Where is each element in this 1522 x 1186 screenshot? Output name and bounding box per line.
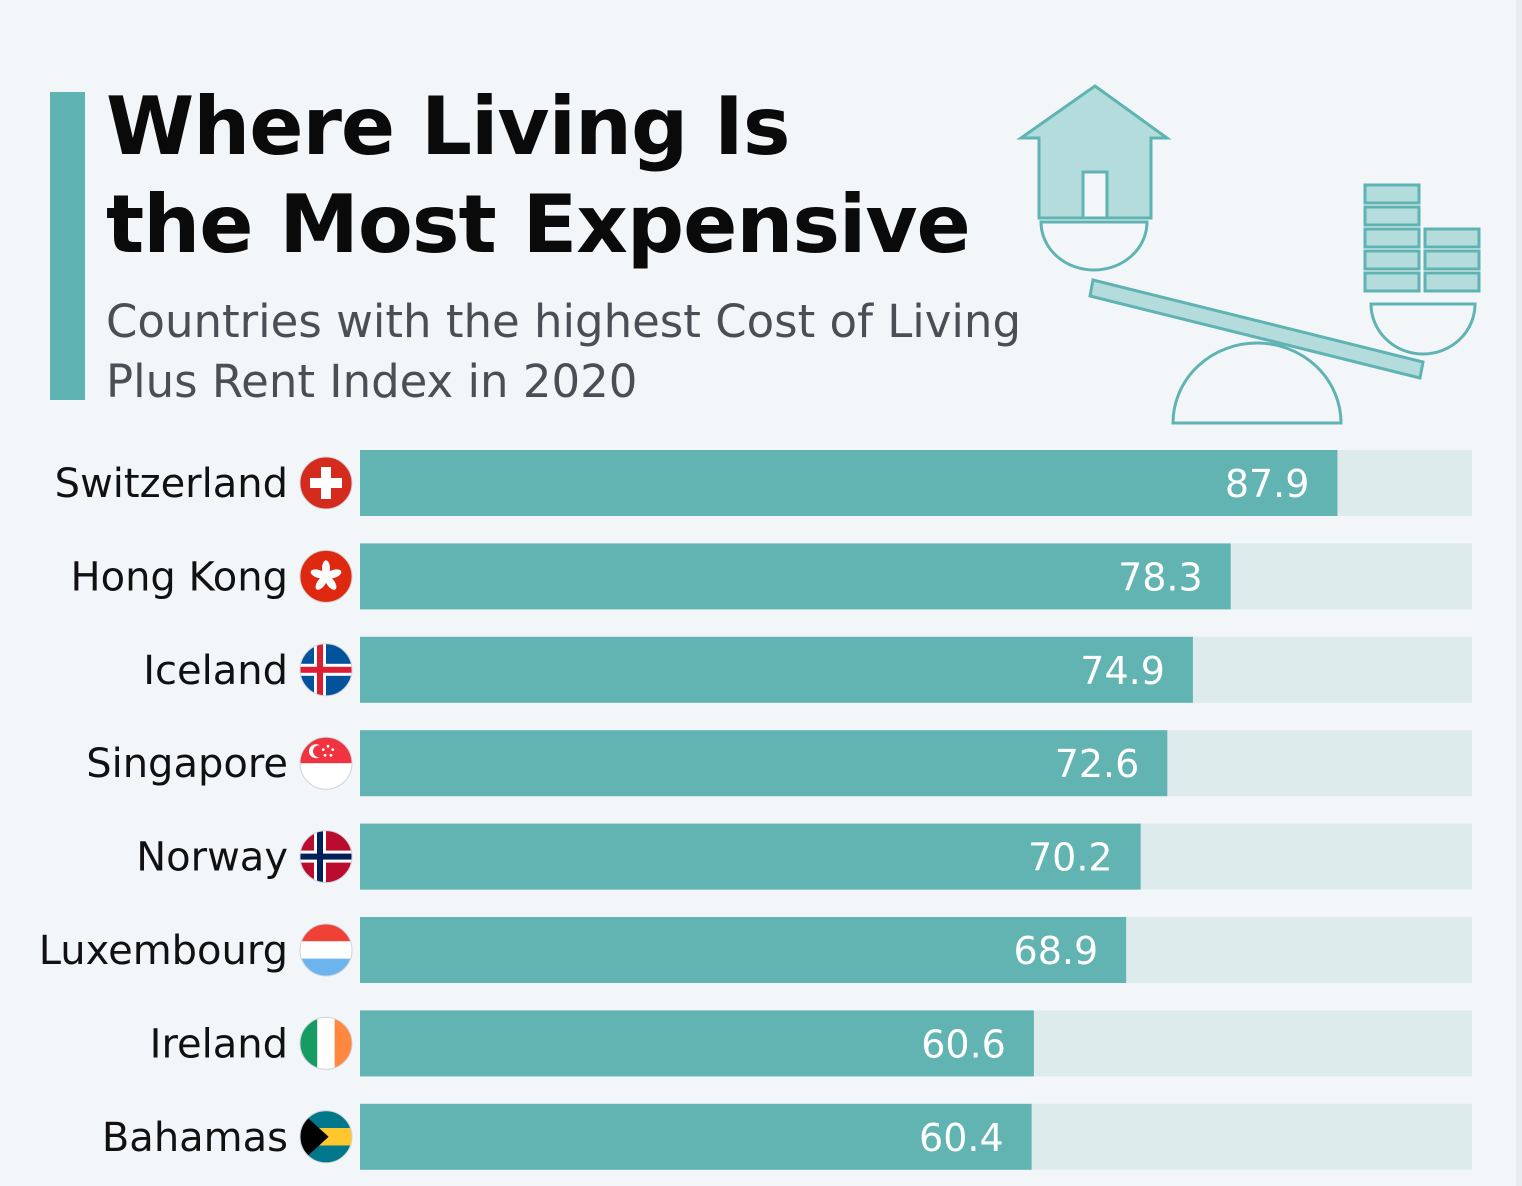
- value-label: 70.2: [1028, 836, 1113, 880]
- hong-kong-flag-icon: [299, 549, 353, 603]
- bar: [360, 1010, 1034, 1077]
- subtitle-line-2: Plus Rent Index in 2020: [106, 355, 638, 408]
- bahamas-flag-icon: [299, 1110, 353, 1164]
- bar-row: 68.9 Luxembourg: [39, 917, 1472, 983]
- norway-flag-icon: [299, 830, 353, 884]
- bar-row: 60.6 Ireland: [150, 1010, 1472, 1077]
- title-accent-bar: [50, 92, 85, 400]
- value-label: 60.6: [921, 1022, 1006, 1066]
- value-label: 78.3: [1118, 555, 1203, 599]
- page-subtitle: Countries with the highest Cost of Livin…: [106, 292, 1066, 412]
- category-label: Norway: [136, 835, 288, 881]
- bar: [360, 730, 1168, 797]
- bar: [360, 823, 1141, 890]
- bar: [360, 450, 1338, 516]
- subtitle-line-1: Countries with the highest Cost of Livin…: [106, 295, 1022, 348]
- category-label: Iceland: [143, 648, 288, 694]
- bar-row: 70.2 Norway: [136, 823, 1472, 890]
- category-label: Ireland: [150, 1021, 288, 1067]
- category-label: Switzerland: [55, 461, 288, 507]
- bar: [360, 636, 1193, 703]
- category-label: Luxembourg: [39, 928, 288, 974]
- coin-stack-icon: [1363, 183, 1481, 293]
- luxembourg-flag-icon: [299, 923, 353, 977]
- switzerland-flag-icon: [299, 456, 353, 510]
- iceland-flag-icon: [299, 643, 353, 697]
- value-label: 87.9: [1225, 462, 1310, 506]
- bar-row: 74.9 Iceland: [143, 636, 1472, 703]
- bar-row: 72.6 Singapore: [86, 730, 1472, 797]
- value-label: 74.9: [1080, 649, 1165, 693]
- title-line-2: the Most Expensive: [106, 178, 971, 271]
- title-line-1: Where Living Is: [106, 80, 790, 173]
- value-label: 72.6: [1055, 742, 1140, 786]
- bar: [360, 917, 1127, 983]
- house-icon: [1016, 84, 1172, 220]
- bar: [360, 1103, 1032, 1170]
- bar-row: 60.4 Bahamas: [102, 1103, 1472, 1170]
- bar-row: 87.9 Switzerland: [55, 450, 1472, 516]
- category-label: Hong Kong: [71, 554, 288, 600]
- page-edge: [1516, 0, 1522, 1186]
- bar-row: 78.3 Hong Kong: [71, 543, 1472, 610]
- balance-scale-icon: [1039, 220, 1477, 425]
- ireland-flag-icon: [299, 1016, 353, 1070]
- balance-scale-illustration: [1016, 84, 1481, 425]
- value-label: 68.9: [1014, 929, 1099, 973]
- singapore-flag-icon: [299, 736, 353, 790]
- bar: [360, 543, 1231, 610]
- category-label: Bahamas: [102, 1115, 288, 1161]
- page-title: Where Living Is the Most Expensive: [106, 78, 1006, 274]
- category-label: Singapore: [86, 741, 288, 787]
- value-label: 60.4: [919, 1116, 1004, 1160]
